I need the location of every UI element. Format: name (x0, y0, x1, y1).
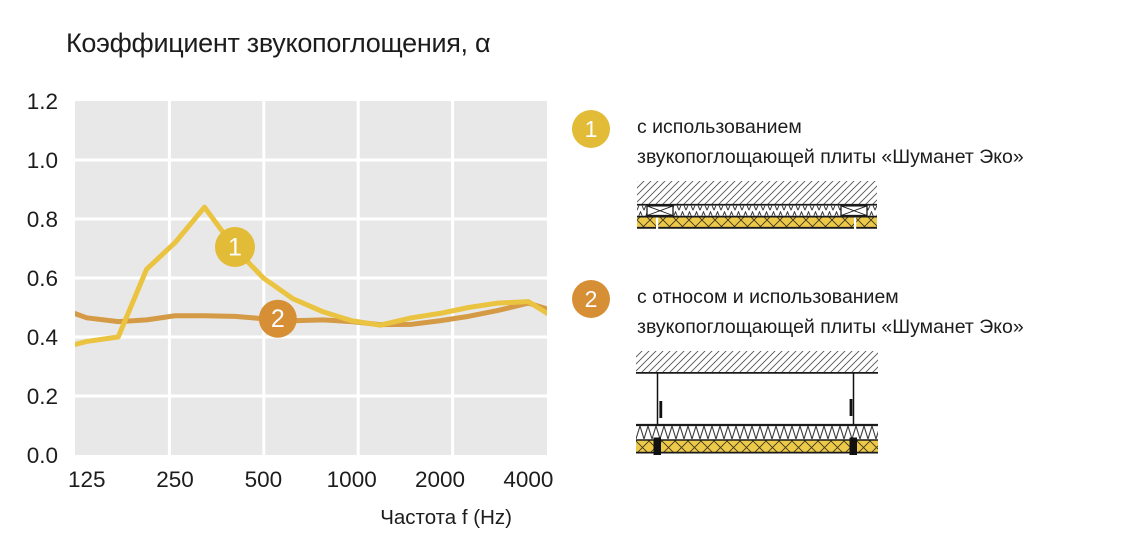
series-marker-label-1: 1 (228, 234, 242, 262)
plate-joint-right (854, 217, 857, 229)
series-marker-1 (214, 227, 255, 268)
hanger-clamp-left (659, 401, 663, 418)
plate-joint-left (656, 217, 659, 229)
y-tick-label: 0.6 (27, 266, 58, 291)
y-tick-label: 0.0 (27, 443, 58, 468)
series-line-1 (75, 204, 547, 348)
series-line-2 (75, 300, 547, 328)
legend-text-2-line2: звукопоглощающей плиты «Шуманет Эко» (637, 316, 1024, 338)
y-tick-label: 1.0 (27, 148, 58, 173)
slab-hatch (636, 351, 878, 373)
legend-text-1-line1: с использованием (637, 116, 802, 138)
y-tick-label: 0.4 (27, 325, 58, 350)
x-tick-label: 125 (68, 467, 106, 492)
y-tick-label: 0.2 (27, 384, 58, 409)
x-axis-title: Частота f (Hz) (380, 506, 512, 529)
x-tick-label: 2000 (415, 467, 465, 492)
series-marker-2 (258, 299, 297, 338)
slab-hatch (637, 181, 877, 205)
legend-text-1-line2: звукопоглощающей плиты «Шуманет Эко» (637, 146, 1024, 168)
construction-diagram-suspended-mount (636, 351, 878, 455)
x-tick-label: 500 (245, 467, 283, 492)
y-tick-label: 0.8 (27, 207, 58, 232)
chart-title: Коэффициент звукопоглощения, α (66, 28, 491, 58)
legend-badge-2: 2 (572, 280, 610, 318)
x-tick-label: 1000 (327, 467, 377, 492)
legend-badge-1-number: 1 (584, 115, 598, 142)
mesh-pattern (637, 205, 877, 216)
y-tick-label: 1.2 (27, 89, 58, 114)
x-tick-label: 4000 (503, 467, 553, 492)
anchor-left (653, 437, 661, 455)
legend-text-2: с относом и использованием звукопоглощаю… (637, 282, 1024, 342)
mesh-pattern (636, 424, 878, 440)
x-tick-label: 250 (156, 467, 194, 492)
absorber-plate-pattern (636, 439, 878, 453)
series-marker-label-2: 2 (271, 305, 285, 333)
legend-text-1: с использованием звукопоглощающей плиты … (637, 112, 1024, 172)
legend-badge-2-number: 2 (584, 285, 598, 312)
batten-right (840, 205, 868, 217)
construction-diagram-direct-mount (637, 181, 877, 229)
legend-text-2-line1: с относом и использованием (637, 286, 899, 308)
legend-badge-1: 1 (572, 110, 610, 148)
absorber-plate-pattern (637, 216, 877, 229)
hanger-clamp-right (849, 399, 853, 416)
anchor-right (849, 437, 857, 455)
batten-left (646, 205, 674, 217)
